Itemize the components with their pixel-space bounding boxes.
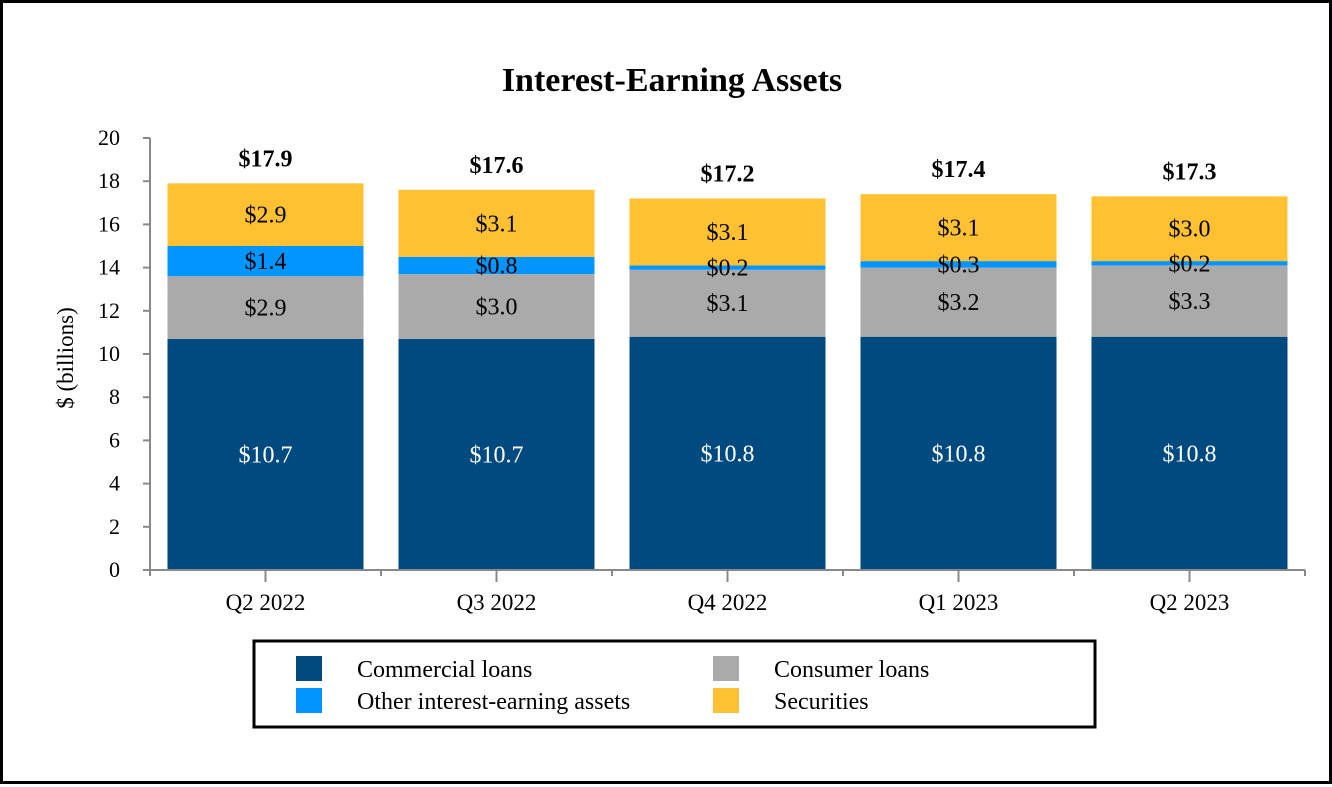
bar-consumer-loans-q2-2022 bbox=[167, 276, 364, 339]
bar-commercial-loans-q2-2023 bbox=[1091, 336, 1288, 570]
x-tick-label-q3-2022: Q3 2022 bbox=[457, 590, 537, 615]
total-label-q1-2023: $17.4 bbox=[932, 157, 986, 183]
data-label-consumer-loans-q3-2022: $3.0 bbox=[476, 294, 518, 320]
bar-securities-q2-2022 bbox=[167, 183, 364, 246]
total-label-q4-2022: $17.2 bbox=[701, 161, 755, 187]
data-label-securities-q3-2022: $3.1 bbox=[476, 211, 518, 237]
legend-box bbox=[252, 639, 1097, 729]
data-label-commercial-loans-q2-2022: $10.7 bbox=[239, 442, 293, 468]
chart-canvas: Interest-Earning Assets $ (billions) 0 2 4… bbox=[53, 62, 1306, 729]
bar-consumer-loans-q3-2022 bbox=[398, 274, 595, 339]
data-label-commercial-loans-q2-2023: $10.8 bbox=[1163, 441, 1217, 467]
data-label-other-interest-earning-assets-q4-2022: $0.2 bbox=[707, 256, 749, 282]
bar-other-interest-earning-assets-q2-2022 bbox=[167, 246, 364, 277]
axes-layer: 0 2 4 6 8 10 12 14 16 18 20 Q2 2022 Q3 2022 Q4 2022 Q1… bbox=[98, 125, 1306, 615]
labels-layer: $10.7 $2.9 $1.4 $2.9 $17.9 $10.7 $3.0 $0.8 $3.1 $… bbox=[239, 146, 1217, 468]
legend-swatch-consumer-loans bbox=[713, 656, 739, 681]
y-tick-label: 0 bbox=[109, 557, 120, 582]
x-tick-label-q2-2022: Q2 2022 bbox=[226, 590, 306, 615]
y-axis-label: $ (billions) bbox=[53, 307, 78, 409]
data-label-other-interest-earning-assets-q1-2023: $0.3 bbox=[938, 252, 980, 278]
bar-securities-q3-2022 bbox=[398, 189, 595, 257]
data-label-consumer-loans-q4-2022: $3.1 bbox=[707, 291, 749, 317]
bar-other-interest-earning-assets-q3-2022 bbox=[398, 256, 595, 275]
y-tick-label: 14 bbox=[98, 255, 120, 280]
legend-label-securities: Securities bbox=[774, 689, 869, 715]
legend-label-consumer-loans: Consumer loans bbox=[774, 657, 929, 683]
total-label-q2-2022: $17.9 bbox=[239, 146, 293, 172]
data-label-commercial-loans-q3-2022: $10.7 bbox=[470, 442, 524, 468]
y-tick-label: 16 bbox=[98, 211, 120, 236]
bar-commercial-loans-q1-2023 bbox=[860, 336, 1057, 570]
bar-other-interest-earning-assets-q2-2023 bbox=[1091, 261, 1288, 266]
legend-label-commercial-loans: Commercial loans bbox=[357, 657, 532, 683]
bar-securities-q4-2022 bbox=[629, 198, 826, 266]
y-tick-label: 8 bbox=[109, 384, 120, 409]
y-tick-label: 6 bbox=[109, 427, 120, 452]
bar-other-interest-earning-assets-q1-2023 bbox=[860, 261, 1057, 268]
legend-label-other-interest-earning-assets: Other interest-earning assets bbox=[357, 689, 630, 715]
legend-swatch-securities bbox=[713, 688, 739, 713]
bar-commercial-loans-q2-2022 bbox=[167, 338, 364, 570]
total-label-q2-2023: $17.3 bbox=[1163, 159, 1217, 185]
data-label-other-interest-earning-assets-q3-2022: $0.8 bbox=[476, 253, 518, 279]
bar-other-interest-earning-assets-q4-2022 bbox=[629, 265, 826, 270]
bar-consumer-loans-q2-2023 bbox=[1091, 265, 1288, 337]
bar-consumer-loans-q1-2023 bbox=[860, 267, 1057, 337]
data-label-consumer-loans-q1-2023: $3.2 bbox=[938, 290, 980, 316]
data-label-commercial-loans-q4-2022: $10.8 bbox=[701, 441, 755, 467]
bars-layer bbox=[167, 183, 1288, 570]
data-label-consumer-loans-q2-2023: $3.3 bbox=[1169, 289, 1211, 315]
y-tick-label: 10 bbox=[98, 341, 120, 366]
data-label-securities-q2-2022: $2.9 bbox=[245, 203, 287, 229]
bar-commercial-loans-q4-2022 bbox=[629, 336, 826, 570]
x-tick-label-q4-2022: Q4 2022 bbox=[688, 590, 768, 615]
y-tick-label: 20 bbox=[98, 125, 120, 150]
data-label-securities-q2-2023: $3.0 bbox=[1169, 217, 1211, 243]
legend: Commercial loans Consumer loans Other inte… bbox=[296, 656, 929, 715]
data-label-other-interest-earning-assets-q2-2022: $1.4 bbox=[245, 249, 287, 275]
data-label-consumer-loans-q2-2022: $2.9 bbox=[245, 296, 287, 322]
data-label-commercial-loans-q1-2023: $10.8 bbox=[932, 441, 986, 467]
data-label-securities-q4-2022: $3.1 bbox=[707, 220, 749, 246]
bar-securities-q1-2023 bbox=[860, 194, 1057, 262]
y-tick-label: 18 bbox=[98, 168, 120, 193]
bar-commercial-loans-q3-2022 bbox=[398, 338, 595, 570]
bar-securities-q2-2023 bbox=[1091, 196, 1288, 262]
legend-swatch-commercial-loans bbox=[296, 656, 322, 681]
total-label-q3-2022: $17.6 bbox=[470, 153, 524, 179]
y-tick-label: 4 bbox=[109, 471, 120, 496]
x-tick-label-q2-2023: Q2 2023 bbox=[1150, 590, 1230, 615]
data-label-securities-q1-2023: $3.1 bbox=[938, 216, 980, 242]
bar-consumer-loans-q4-2022 bbox=[629, 269, 826, 337]
chart-title: Interest-Earning Assets bbox=[502, 62, 842, 99]
x-tick-label-q1-2023: Q1 2023 bbox=[919, 590, 999, 615]
data-label-other-interest-earning-assets-q2-2023: $0.2 bbox=[1169, 251, 1211, 277]
legend-swatch-other-interest-earning-assets bbox=[296, 688, 322, 713]
y-tick-label: 2 bbox=[109, 514, 120, 539]
y-tick-label: 12 bbox=[98, 298, 120, 323]
